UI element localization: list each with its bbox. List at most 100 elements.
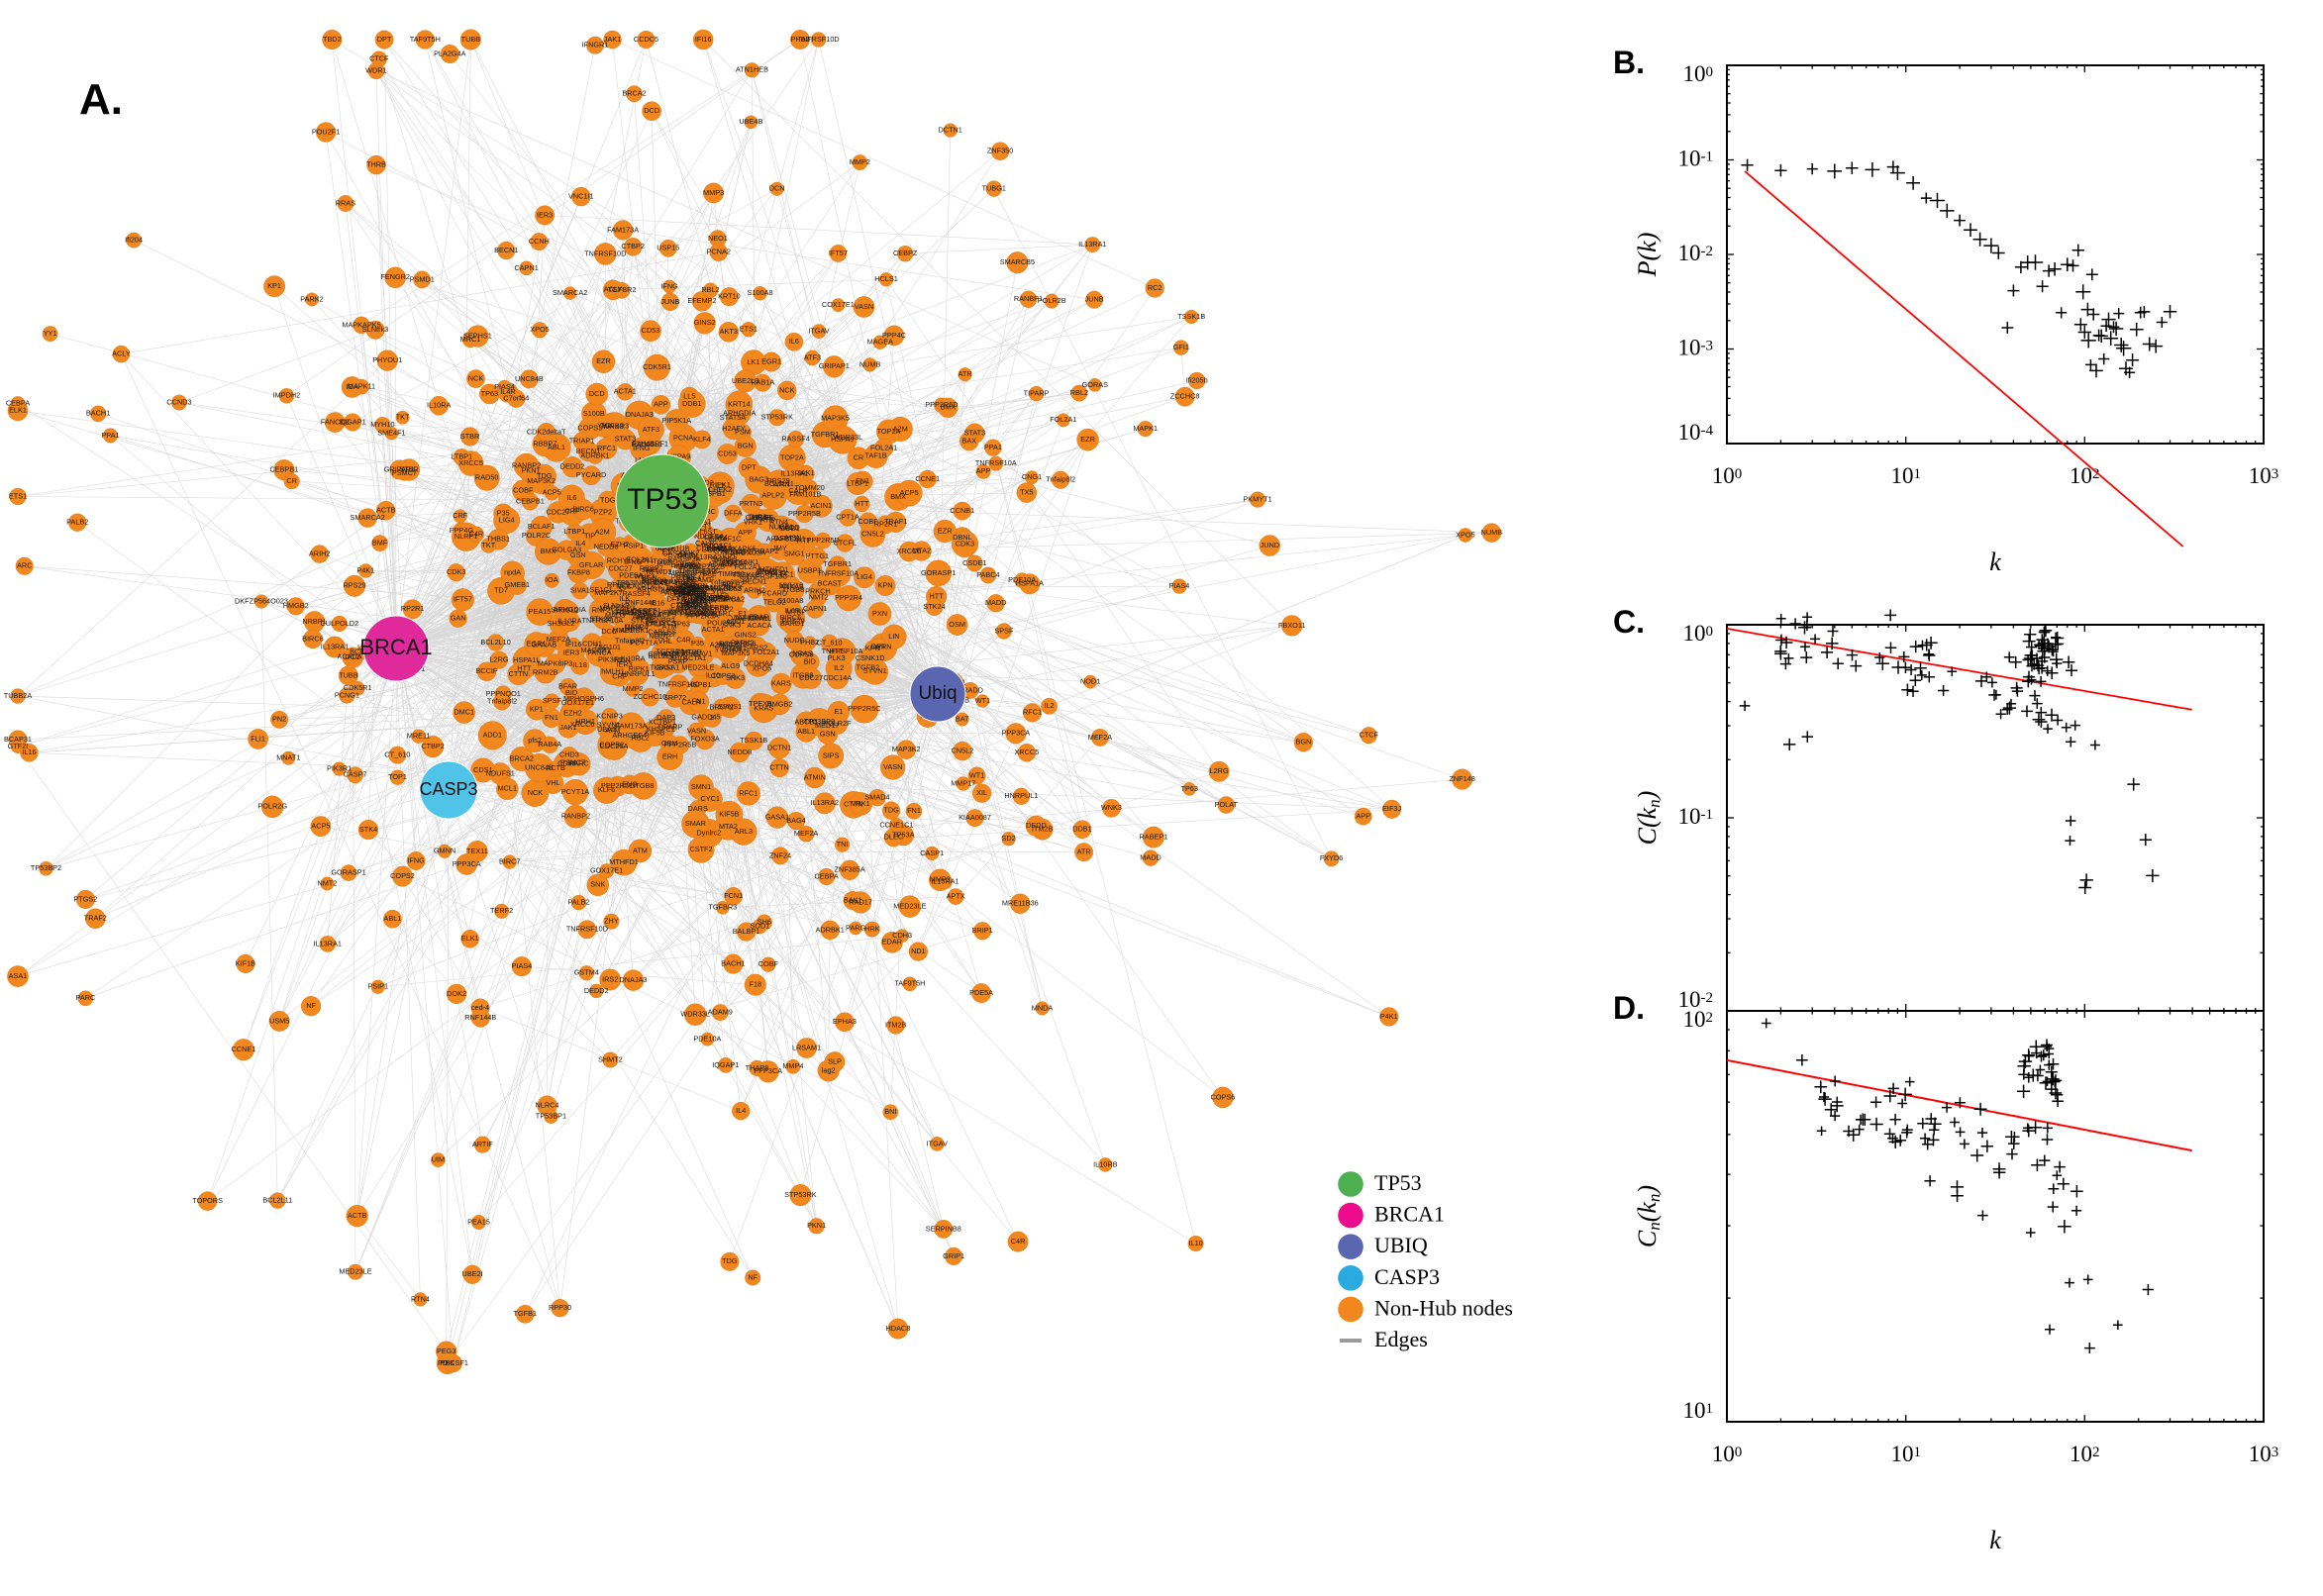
svg-text:CULPOLD2: CULPOLD2 — [321, 619, 359, 628]
svg-text:COBF: COBF — [858, 517, 878, 526]
svg-text:NUMB: NUMB — [859, 359, 881, 368]
svg-text:IL6R: IL6R — [701, 567, 716, 576]
svg-text:EDAR: EDAR — [882, 938, 902, 947]
svg-text:ALG9: ALG9 — [721, 661, 740, 670]
svg-text:GFLAR: GFLAR — [579, 560, 603, 569]
svg-text:RASSF4: RASSF4 — [622, 589, 650, 598]
svg-text:IL13RA1: IL13RA1 — [1078, 240, 1106, 249]
svg-text:ced-4: ced-4 — [471, 1003, 489, 1012]
svg-text:TKT: TKT — [396, 413, 410, 422]
svg-text:RAD17: RAD17 — [849, 897, 872, 906]
svg-text:XPO5: XPO5 — [1456, 530, 1474, 539]
svg-text:L2RG: L2RG — [1210, 766, 1229, 775]
svg-text:ATR: ATR — [1077, 848, 1091, 856]
svg-text:LIG4: LIG4 — [857, 572, 872, 581]
svg-text:ACTA1: ACTA1 — [702, 625, 725, 634]
svg-text:SME4F1: SME4F1 — [377, 429, 405, 438]
svg-text:HSPA1A: HSPA1A — [1016, 579, 1044, 588]
svg-text:HSPB1: HSPB1 — [688, 680, 712, 689]
svg-text:XRCC6: XRCC6 — [897, 547, 922, 555]
svg-text:MAP3K2: MAP3K2 — [527, 476, 556, 485]
svg-text:HMGB2: HMGB2 — [283, 601, 309, 610]
svg-text:ZNF24: ZNF24 — [769, 850, 791, 859]
svg-text:LK1: LK1 — [748, 357, 760, 366]
svg-text:BNI: BNI — [884, 1107, 896, 1116]
svg-text:C4R: C4R — [469, 530, 484, 539]
svg-text:RNF144B: RNF144B — [625, 598, 656, 607]
svg-text:USBP1: USBP1 — [798, 566, 822, 575]
svg-text:IQGAP1: IQGAP1 — [340, 417, 366, 426]
svg-text:PEA15: PEA15 — [467, 1217, 490, 1226]
svg-text:ACIN1: ACIN1 — [811, 501, 833, 510]
svg-text:Ifi204: Ifi204 — [708, 535, 726, 544]
svg-text:GORASP1: GORASP1 — [331, 868, 365, 877]
svg-text:P4K1: P4K1 — [356, 565, 374, 574]
svg-text:DNAJA3: DNAJA3 — [626, 410, 654, 419]
svg-text:PABC4: PABC4 — [976, 570, 999, 579]
svg-text:CAPN1: CAPN1 — [515, 263, 539, 272]
svg-text:PDE10A: PDE10A — [693, 1035, 721, 1044]
svg-text:SMARCA2: SMARCA2 — [553, 288, 587, 297]
svg-text:FAM173A: FAM173A — [616, 721, 648, 730]
svg-text:ATF3: ATF3 — [643, 425, 659, 434]
svg-text:PTGS2: PTGS2 — [73, 894, 97, 903]
svg-text:ATF3: ATF3 — [804, 352, 821, 361]
svg-text:TUBG1: TUBG1 — [982, 184, 1006, 193]
svg-text:PIAS4: PIAS4 — [512, 961, 533, 970]
svg-text:ADD1: ADD1 — [726, 617, 745, 626]
svg-text:IL16: IL16 — [22, 748, 36, 756]
svg-text:POLR2G: POLR2G — [257, 802, 287, 811]
svg-text:ITGAV: ITGAV — [927, 1139, 948, 1147]
svg-text:ACP5: ACP5 — [543, 488, 561, 497]
svg-text:MAPKAPK5: MAPKAPK5 — [342, 320, 380, 329]
svg-text:CR: CR — [854, 453, 864, 462]
svg-text:GMEB1: GMEB1 — [505, 580, 531, 589]
svg-text:BRCA2: BRCA2 — [510, 753, 534, 762]
svg-text:SYVN1: SYVN1 — [863, 666, 887, 675]
svg-text:UNC84B: UNC84B — [515, 374, 544, 383]
svg-text:CCDC5: CCDC5 — [634, 35, 658, 44]
svg-text:BAT: BAT — [956, 714, 969, 723]
svg-text:RPS29: RPS29 — [782, 616, 805, 625]
svg-text:TIPARP: TIPARP — [657, 723, 683, 732]
svg-text:TBD2: TBD2 — [323, 35, 342, 44]
svg-text:D.: D. — [1613, 990, 1645, 1026]
svg-text:PHYOU1: PHYOU1 — [372, 355, 402, 364]
svg-text:CASP7: CASP7 — [632, 607, 656, 616]
svg-text:CCNH: CCNH — [529, 237, 550, 246]
svg-text:P35: P35 — [691, 639, 704, 648]
svg-text:IL10RA: IL10RA — [427, 401, 451, 410]
svg-text:FOL2A1: FOL2A1 — [870, 444, 897, 452]
svg-text:TEX11: TEX11 — [466, 847, 488, 855]
svg-text:POLR2C: POLR2C — [522, 531, 551, 540]
svg-text:XIL: XIL — [976, 788, 987, 797]
svg-text:TX5: TX5 — [1020, 488, 1033, 497]
svg-text:Dynlrc2: Dynlrc2 — [697, 829, 722, 838]
svg-text:TNFRSF10A: TNFRSF10A — [817, 569, 858, 578]
svg-text:BGN: BGN — [1295, 738, 1311, 747]
svg-text:CDK3: CDK3 — [447, 567, 465, 576]
svg-text:KPN: KPN — [877, 580, 892, 589]
svg-text:KP1: KP1 — [530, 704, 544, 713]
svg-text:DLEC: DLEC — [884, 833, 903, 842]
svg-text:STAT5A: STAT5A — [720, 413, 747, 422]
svg-text:CTBP2: CTBP2 — [621, 242, 645, 250]
svg-text:GTF2I: GTF2I — [654, 630, 674, 639]
svg-text:NMT2: NMT2 — [317, 878, 337, 887]
svg-text:BRCA2: BRCA2 — [710, 702, 734, 711]
svg-text:DDB1: DDB1 — [780, 524, 799, 533]
svg-text:DNAJA3: DNAJA3 — [620, 975, 648, 984]
svg-text:IL13RA1: IL13RA1 — [314, 939, 342, 948]
svg-text:IL2: IL2 — [1044, 701, 1054, 710]
svg-text:FAM173A: FAM173A — [607, 225, 639, 234]
svg-text:BECN1: BECN1 — [494, 246, 518, 254]
svg-text:CCND3: CCND3 — [166, 398, 191, 407]
svg-text:TOP2A: TOP2A — [780, 453, 804, 462]
svg-text:USP15: USP15 — [656, 244, 679, 252]
svg-text:CTCF: CTCF — [369, 54, 389, 63]
svg-text:USM5: USM5 — [269, 1016, 289, 1025]
svg-text:CD53: CD53 — [718, 449, 737, 457]
svg-text:WT1: WT1 — [969, 770, 984, 779]
svg-text:JAK1: JAK1 — [559, 723, 576, 732]
svg-text:IFNG: IFNG — [660, 281, 678, 290]
